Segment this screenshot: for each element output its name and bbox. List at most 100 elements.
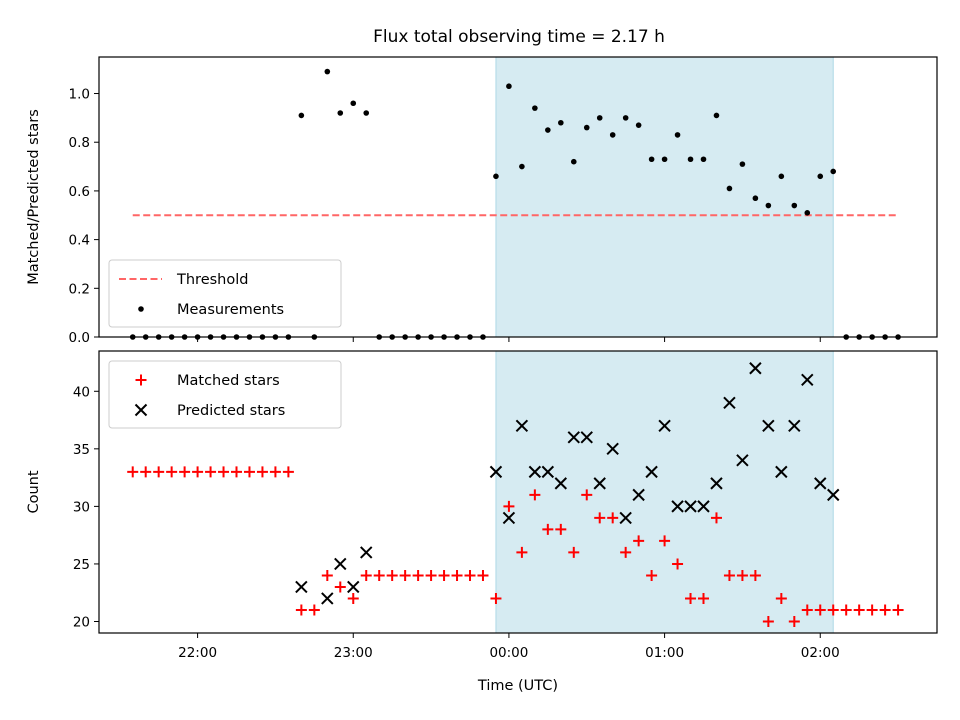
data-point (545, 127, 551, 133)
legend-box (108, 360, 342, 429)
y-axis-label: Count (26, 470, 42, 513)
y-tick-label: 0.2 (69, 281, 90, 297)
y-tick-label: 0.8 (69, 135, 90, 151)
data-point (308, 604, 320, 616)
y-tick-label: 0.4 (69, 233, 90, 249)
data-point (736, 454, 749, 467)
observing-window-span (495, 56, 834, 338)
data-point (153, 466, 165, 478)
y-axis-label: Matched/Predicted stars (26, 109, 42, 285)
series-matched-stars (127, 466, 904, 627)
legend-label: Measurements (177, 302, 284, 318)
data-point (607, 512, 619, 524)
y-tick-label: 1.0 (69, 87, 90, 103)
panel-2: 20 25 30 35 40 22:00 23:00 00:00 01:00 02:00 Count… (26, 350, 938, 694)
legend-box (108, 259, 342, 328)
legend-label: Predicted stars (177, 403, 285, 419)
data-point (542, 523, 554, 535)
data-point (853, 604, 865, 616)
data-point (713, 112, 720, 119)
data-point (775, 465, 788, 479)
data-point (256, 466, 268, 478)
data-point (298, 112, 305, 119)
data-point (632, 488, 645, 502)
data-point (671, 500, 684, 513)
data-point (337, 110, 344, 116)
data-point (334, 557, 347, 571)
data-point (438, 569, 450, 581)
data-point (360, 546, 373, 559)
x-axis-label: Time (UTC) (477, 678, 558, 694)
data-point (726, 185, 733, 192)
data-point (321, 592, 334, 605)
data-point (879, 604, 891, 616)
y-tick-label: 0.6 (69, 184, 90, 200)
data-point (710, 512, 722, 524)
data-point (661, 156, 668, 163)
data-point (218, 466, 230, 478)
legend-dot-swatch (138, 306, 144, 312)
data-point (558, 119, 564, 126)
data-point (506, 83, 512, 90)
data-point (801, 373, 814, 386)
data-point (687, 156, 694, 163)
observing-window-span (495, 350, 834, 634)
data-point (606, 442, 619, 456)
y-tick-label: 25 (73, 557, 90, 573)
data-point (736, 569, 748, 581)
data-point (633, 535, 645, 547)
series-predicted-stars (295, 362, 840, 605)
data-point (622, 115, 629, 121)
data-point (347, 592, 359, 604)
data-point (140, 466, 152, 478)
data-point (827, 488, 840, 502)
data-point (489, 465, 503, 479)
x-tick-label: 00:00 (489, 645, 528, 661)
data-point (295, 604, 307, 616)
data-point (567, 431, 580, 444)
data-point (363, 110, 370, 116)
axes-frame (98, 56, 938, 338)
data-point (684, 500, 697, 513)
data-point (282, 466, 294, 478)
data-point (801, 604, 813, 616)
data-point (788, 615, 800, 627)
x-tick-label: 02:00 (801, 645, 840, 661)
data-point (775, 592, 787, 604)
data-point (570, 158, 577, 165)
data-point (723, 569, 735, 581)
data-point (762, 615, 774, 627)
data-point (515, 419, 529, 433)
data-point (568, 546, 580, 558)
x-tick-label: 01:00 (645, 645, 684, 661)
data-point (752, 195, 759, 202)
data-point (493, 173, 499, 180)
data-point (399, 569, 411, 581)
data-point (645, 465, 658, 479)
data-point (529, 489, 541, 501)
data-point (698, 592, 710, 604)
data-point (619, 511, 632, 525)
data-point (334, 581, 346, 593)
data-point (127, 466, 139, 478)
data-point (490, 592, 502, 604)
data-point (295, 580, 308, 594)
legend-x-swatch (134, 403, 148, 417)
legend-plus-swatch (135, 374, 147, 386)
data-point (659, 535, 671, 547)
x-tick-label: 22:00 (178, 645, 217, 661)
data-point (804, 210, 811, 216)
data-point (814, 604, 826, 616)
data-point (581, 489, 593, 501)
data-point (700, 156, 707, 163)
data-point (528, 465, 542, 479)
data-point (596, 115, 603, 121)
data-point (350, 100, 357, 107)
data-point (503, 500, 515, 512)
data-point (765, 202, 772, 209)
data-point (464, 569, 476, 581)
data-point (516, 546, 528, 558)
data-point (231, 466, 243, 478)
data-point (541, 465, 555, 479)
